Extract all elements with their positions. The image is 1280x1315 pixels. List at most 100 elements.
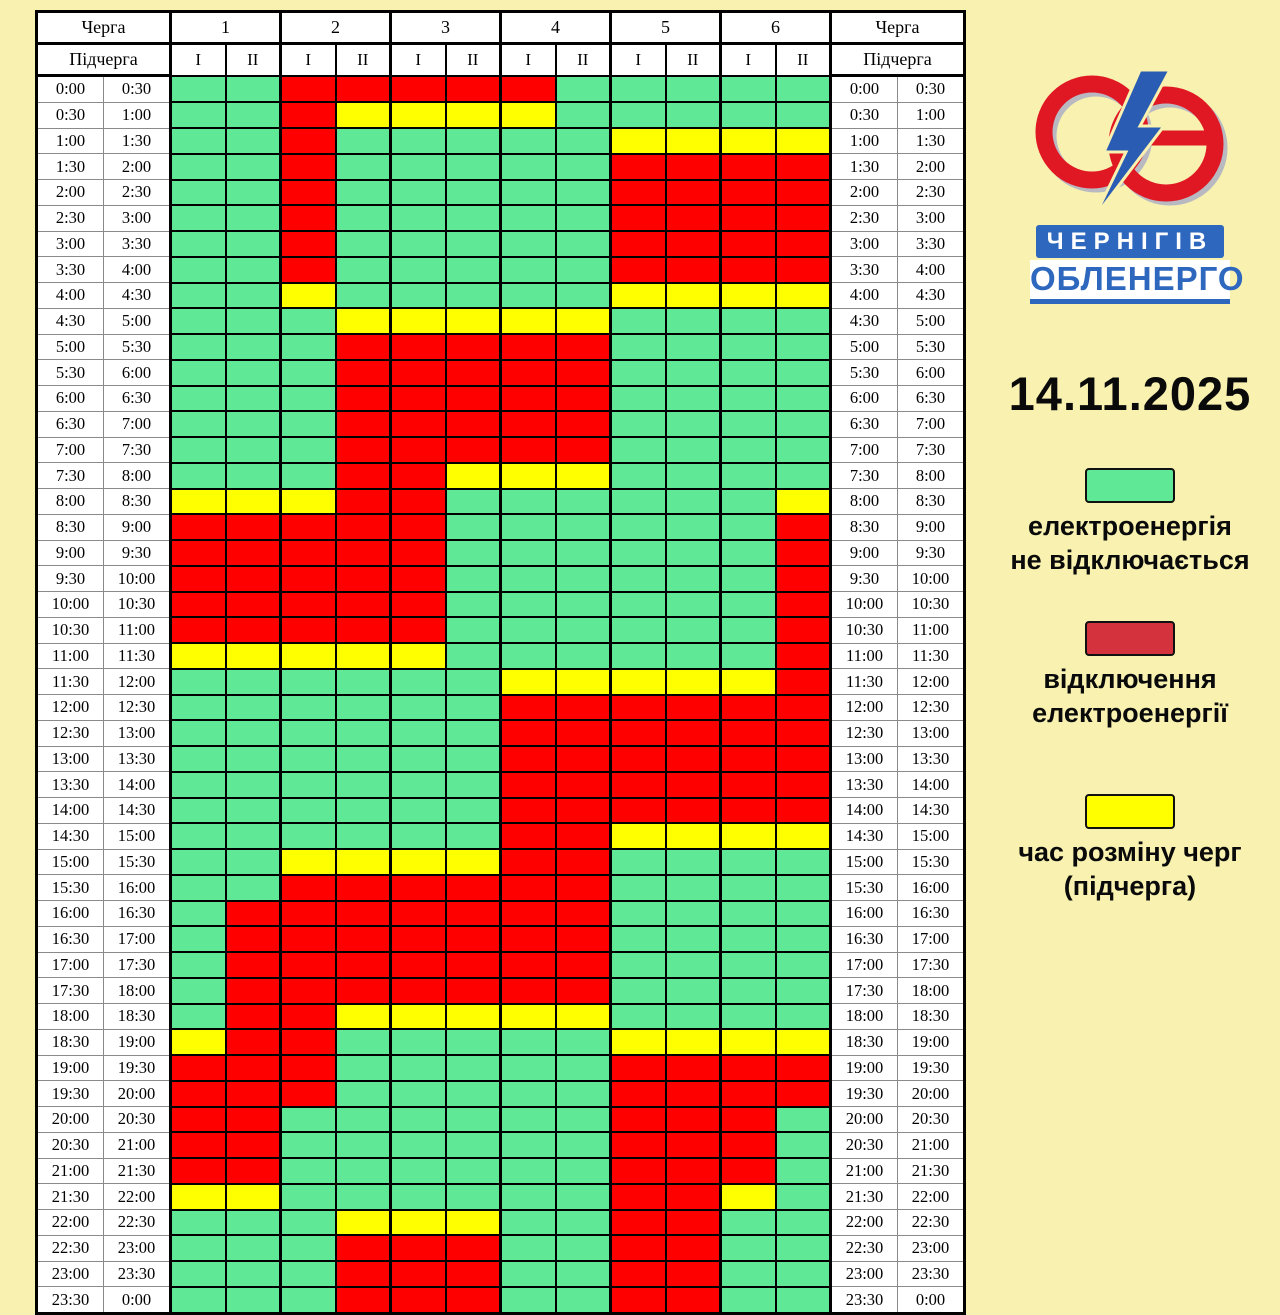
schedule-cell: [664, 1105, 722, 1134]
subqueue-header-label: Підчерга: [35, 42, 172, 77]
schedule-cell: [444, 358, 502, 387]
time-end-label: 16:00: [103, 874, 171, 901]
schedule-cell: [774, 616, 832, 644]
schedule-cell: [609, 616, 667, 644]
schedule-cell: [169, 590, 227, 619]
schedule-cell: [224, 358, 282, 387]
time-start-label: 11:30: [36, 668, 104, 695]
schedule-cell: [334, 127, 392, 155]
time-start-label: 17:30: [36, 977, 104, 1004]
schedule-cell: [719, 461, 777, 490]
schedule-cell: [719, 1208, 777, 1237]
time-start-label: 3:00: [36, 230, 104, 258]
schedule-cell: [554, 1285, 612, 1315]
schedule-cell: [609, 951, 667, 979]
schedule-cell: [224, 1054, 282, 1082]
schedule-cell: [774, 770, 832, 799]
schedule-cell: [224, 1105, 282, 1134]
schedule-cell: [554, 178, 612, 207]
schedule-cell: [719, 1260, 777, 1288]
schedule-cell: [389, 101, 447, 129]
time-end-label: 10:00: [897, 565, 965, 592]
schedule-cell: [609, 719, 667, 747]
time-start-label: 1:30: [36, 153, 104, 180]
schedule-cell: [279, 1260, 337, 1288]
schedule-cell: [719, 1105, 777, 1134]
time-end-label: 14:00: [103, 771, 171, 798]
time-start-label: 8:00: [830, 488, 898, 515]
schedule-cell: [499, 693, 557, 722]
schedule-cell: [444, 539, 502, 567]
schedule-cell: [664, 333, 722, 361]
schedule-cell: [224, 1285, 282, 1315]
time-end-label: 18:30: [103, 1003, 171, 1030]
schedule-cell: [389, 848, 447, 876]
schedule-cell: [224, 255, 282, 284]
schedule-cell: [774, 1054, 832, 1082]
schedule-cell: [554, 384, 612, 413]
schedule-cell: [389, 74, 447, 104]
time-end-label: 9:00: [103, 513, 171, 541]
schedule-cell: [499, 255, 557, 284]
schedule-cell: [609, 513, 667, 541]
schedule-cell: [224, 152, 282, 181]
schedule-cell: [389, 1260, 447, 1288]
schedule-cell: [169, 822, 227, 850]
schedule-cell: [499, 436, 557, 464]
schedule-cell: [279, 951, 337, 979]
time-start-label: 10:00: [830, 591, 898, 618]
time-end-label: 18:00: [897, 977, 965, 1004]
time-end-label: 16:00: [897, 874, 965, 901]
schedule-cell: [719, 513, 777, 541]
schedule-cell: [774, 513, 832, 541]
schedule-cell: [279, 667, 337, 696]
time-end-label: 14:30: [897, 797, 965, 824]
schedule-cell: [334, 951, 392, 979]
schedule-cell: [609, 899, 667, 928]
schedule-cell: [664, 307, 722, 335]
schedule-cell: [499, 539, 557, 567]
schedule-cell: [499, 74, 557, 104]
schedule-cell: [389, 564, 447, 593]
schedule-cell: [444, 255, 502, 284]
time-end-label: 4:30: [103, 282, 171, 309]
schedule-cell: [774, 1182, 832, 1211]
schedule-cell: [444, 333, 502, 361]
schedule-cell: [774, 487, 832, 516]
time-start-label: 17:00: [36, 951, 104, 979]
schedule-cell: [279, 848, 337, 876]
time-start-label: 18:30: [830, 1028, 898, 1056]
schedule-cell: [169, 1054, 227, 1082]
schedule-cell: [444, 74, 502, 104]
legend-swatch-outage: [1085, 621, 1175, 656]
time-start-label: 14:30: [830, 822, 898, 850]
schedule-cell: [774, 1157, 832, 1185]
schedule-cell: [774, 384, 832, 413]
schedule-cell: [444, 101, 502, 129]
schedule-cell: [169, 152, 227, 181]
schedule-cell: [719, 719, 777, 747]
schedule-cell: [554, 899, 612, 928]
schedule-cell: [554, 873, 612, 902]
time-start-label: 7:00: [830, 436, 898, 464]
schedule-cell: [224, 204, 282, 232]
schedule-cell: [334, 436, 392, 464]
time-start-label: 20:00: [36, 1106, 104, 1133]
schedule-cell: [609, 281, 667, 310]
schedule-cell: [719, 667, 777, 696]
schedule-cell: [774, 899, 832, 928]
schedule-cell: [334, 255, 392, 284]
schedule-cell: [444, 307, 502, 335]
time-start-label: 8:30: [830, 513, 898, 541]
schedule-cell: [719, 230, 777, 258]
schedule-cell: [664, 796, 722, 825]
schedule-cell: [664, 178, 722, 207]
schedule-cell: [279, 384, 337, 413]
time-start-label: 8:30: [36, 513, 104, 541]
schedule-cell: [169, 925, 227, 953]
legend-label: електроенергії: [1032, 698, 1228, 728]
schedule-cell: [499, 1157, 557, 1185]
schedule-cell: [169, 384, 227, 413]
schedule-cell: [664, 976, 722, 1005]
schedule-cell: [499, 230, 557, 258]
